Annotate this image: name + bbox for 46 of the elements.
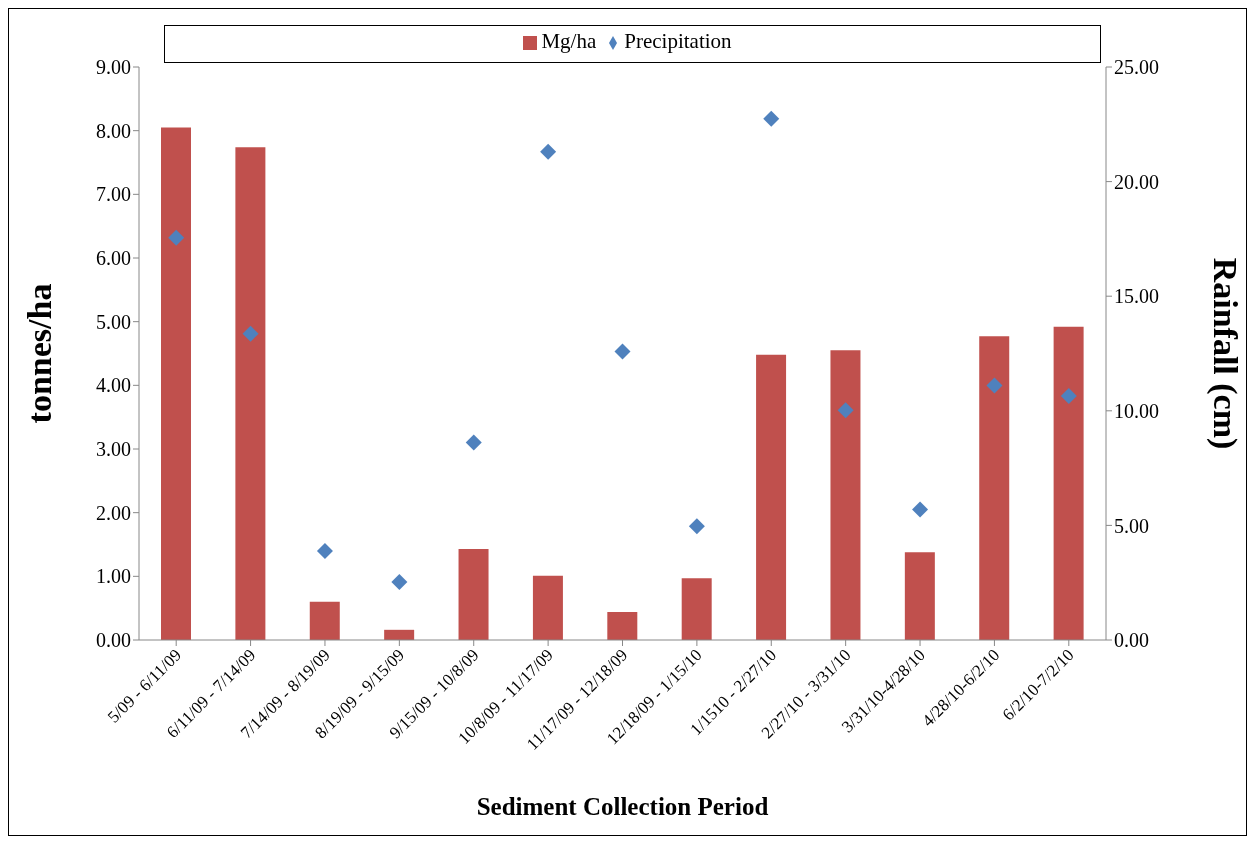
x-axis-title: Sediment Collection Period: [476, 793, 769, 820]
y2-tick-label: 5.00: [1114, 514, 1149, 537]
legend-label: Mg/ha: [541, 29, 597, 53]
y-tick-label: 6.00: [96, 247, 131, 270]
y2-tick-label: 0.00: [1114, 629, 1149, 652]
y-tick-label: 7.00: [96, 183, 131, 206]
point: [465, 434, 482, 451]
y-tick-label: 5.00: [96, 310, 131, 333]
y-tick-label: 0.00: [96, 629, 131, 652]
point: [242, 325, 259, 342]
bar: [458, 548, 489, 640]
point: [688, 518, 705, 535]
y2-tick-label: 10.00: [1114, 399, 1159, 422]
y-tick-label: 4.00: [96, 374, 131, 397]
y2-axis-title: Rainfall (cm): [1205, 257, 1244, 450]
point: [391, 574, 408, 591]
point: [540, 143, 557, 160]
point: [763, 110, 780, 127]
y-tick-label: 8.00: [96, 119, 131, 142]
y-axis-title: tonnes/ha: [21, 283, 59, 424]
y-tick-label: 2.00: [96, 501, 131, 524]
point: [614, 343, 631, 360]
point: [316, 543, 333, 560]
point: [912, 501, 929, 518]
point: [1060, 387, 1077, 404]
y2-tick-label: 25.00: [1114, 56, 1159, 79]
bar: [681, 578, 712, 640]
bar: [235, 147, 266, 640]
legend-label: Precipitation: [624, 29, 732, 53]
bar: [1053, 326, 1084, 640]
y-tick-label: 1.00: [96, 565, 131, 588]
point: [986, 377, 1003, 394]
bar: [309, 601, 340, 640]
point: [168, 229, 185, 246]
bar: [607, 611, 638, 640]
y-tick-label: 9.00: [96, 56, 131, 79]
y2-tick-label: 15.00: [1114, 285, 1159, 308]
bar: [756, 354, 787, 640]
bar: [161, 127, 191, 640]
bar: [830, 350, 861, 640]
bar: [532, 575, 563, 640]
bar: [979, 336, 1010, 640]
bar: [904, 552, 935, 640]
y2-tick-label: 20.00: [1114, 170, 1159, 193]
point: [837, 402, 854, 419]
y-tick-label: 3.00: [96, 438, 131, 461]
